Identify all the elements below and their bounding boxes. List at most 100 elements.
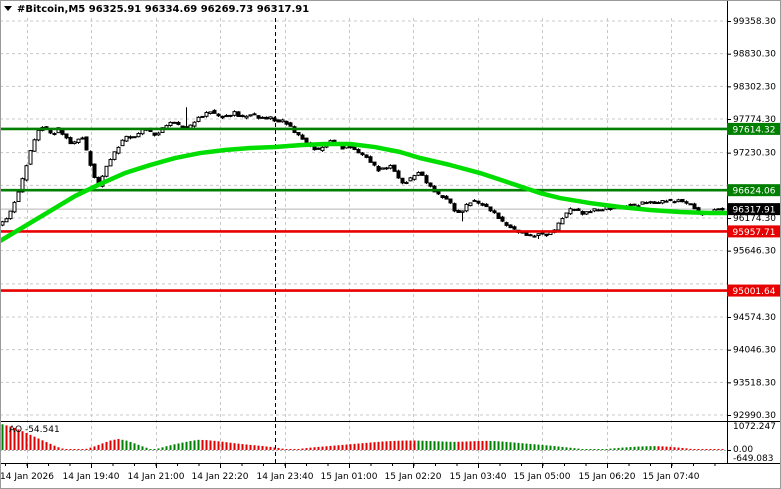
candle-bullish — [136, 133, 141, 138]
candle-bullish — [20, 178, 25, 193]
time-label: 14 Jan 19:40 — [63, 472, 120, 482]
candle-bullish — [268, 116, 273, 120]
moving-average-line — [0, 141, 727, 244]
candle-bearish — [672, 201, 677, 204]
candle-bullish — [4, 218, 9, 223]
candle-bearish — [684, 201, 689, 204]
candle-bearish — [680, 198, 685, 203]
candle-bearish — [512, 226, 517, 230]
candle-bearish — [696, 207, 701, 211]
price-badge-label: 95001.64 — [733, 287, 776, 297]
candle-bearish — [360, 152, 365, 156]
candle-bullish — [388, 164, 393, 169]
candle-bearish — [396, 170, 401, 179]
candle-bullish — [80, 137, 85, 140]
ao-indicator-label: AO -54.541 — [9, 425, 60, 435]
candle-bearish — [240, 114, 245, 118]
candle-bearish — [284, 120, 289, 125]
candle-bearish — [52, 133, 57, 136]
candle-bearish — [252, 113, 257, 116]
candle-bearish — [428, 182, 433, 187]
time-label: 15 Jan 05:00 — [514, 472, 571, 482]
price-tick-label: 98302.30 — [733, 82, 776, 92]
candle-bearish — [420, 171, 425, 176]
price-badge-current-price — [727, 203, 781, 216]
candle-bearish — [288, 122, 293, 127]
candle-bearish — [596, 209, 601, 212]
candle-bullish — [112, 151, 117, 160]
candle-bullish — [280, 119, 285, 123]
candle-bearish — [400, 177, 405, 184]
candle-bearish — [68, 137, 73, 145]
candle-bullish — [716, 208, 721, 211]
candle-bearish — [532, 235, 537, 238]
candle-bullish — [16, 191, 21, 203]
price-tick-label: 94046.30 — [733, 346, 776, 356]
candle-bearish — [88, 151, 93, 166]
chart-title-bar: #Bitcoin,M5 96325.91 96334.69 96269.73 9… — [4, 4, 309, 15]
ao-scale-label: 1072.247 — [733, 422, 776, 432]
time-label: 14 Jan 21:00 — [128, 472, 185, 482]
price-badge-label: 96317.91 — [733, 206, 776, 216]
price-badge-support — [727, 225, 781, 238]
candle-bearish — [172, 121, 177, 124]
candle-bearish — [376, 165, 381, 172]
candle-bearish — [456, 210, 461, 214]
price-tick-label: 97230.30 — [733, 149, 776, 159]
candle-bullish — [8, 210, 13, 220]
candle-bullish — [192, 121, 197, 127]
candle-bearish — [392, 164, 397, 172]
price-badge-label: 95957.71 — [733, 228, 776, 238]
candle-bearish — [580, 210, 585, 215]
candle-bullish — [676, 199, 681, 203]
candle-bullish — [204, 111, 209, 117]
price-badge-resistance — [727, 122, 781, 135]
candle-bullish — [28, 150, 33, 165]
price-tick-label: 98830.30 — [733, 50, 776, 60]
candle-bearish — [64, 133, 69, 139]
candle-bearish — [608, 208, 613, 211]
candle-bearish — [692, 203, 697, 210]
candle-bullish — [244, 115, 249, 119]
candle-bullish — [404, 181, 409, 184]
candle-bullish — [568, 208, 573, 215]
candle-bearish — [176, 121, 181, 125]
time-label: 15 Jan 03:40 — [450, 472, 507, 482]
candle-bearish — [652, 201, 657, 204]
candle-bullish — [380, 167, 385, 170]
candle-bullish — [168, 121, 173, 127]
time-label: 15 Jan 02:20 — [385, 472, 442, 482]
candle-bullish — [584, 211, 589, 215]
candle-bullish — [628, 203, 633, 206]
price-tick-label: 92990.30 — [733, 411, 776, 421]
symbol-dropdown-arrow-icon[interactable] — [4, 6, 12, 11]
candle-bullish — [32, 139, 37, 152]
candle-bullish — [588, 211, 593, 214]
candle-bullish — [116, 146, 121, 154]
candle-bullish — [592, 208, 597, 212]
price-tick-label: 94574.30 — [733, 313, 776, 323]
candle-bearish — [720, 207, 725, 211]
candle-bullish — [408, 177, 413, 182]
candle-bearish — [644, 202, 649, 205]
ao-scale-label: 0.00 — [733, 445, 753, 455]
candle-bearish — [256, 115, 261, 119]
candle-bearish — [212, 109, 217, 114]
candle-bearish — [356, 148, 361, 154]
candle-bearish — [152, 132, 157, 136]
candle-bullish — [660, 200, 665, 204]
candle-bullish — [468, 202, 473, 207]
candle-bullish — [464, 203, 469, 212]
candle-bearish — [572, 208, 577, 211]
price-tick-label: 93518.30 — [733, 378, 776, 388]
candle-bearish — [688, 203, 693, 206]
candle-bullish — [12, 201, 17, 213]
candle-bearish — [504, 222, 509, 226]
candle-bearish — [128, 136, 133, 139]
time-label: 15 Jan 01:00 — [321, 472, 378, 482]
candle-bullish — [384, 167, 389, 170]
time-label: 14 Jan 22:20 — [192, 472, 249, 482]
candle-bullish — [648, 201, 653, 204]
